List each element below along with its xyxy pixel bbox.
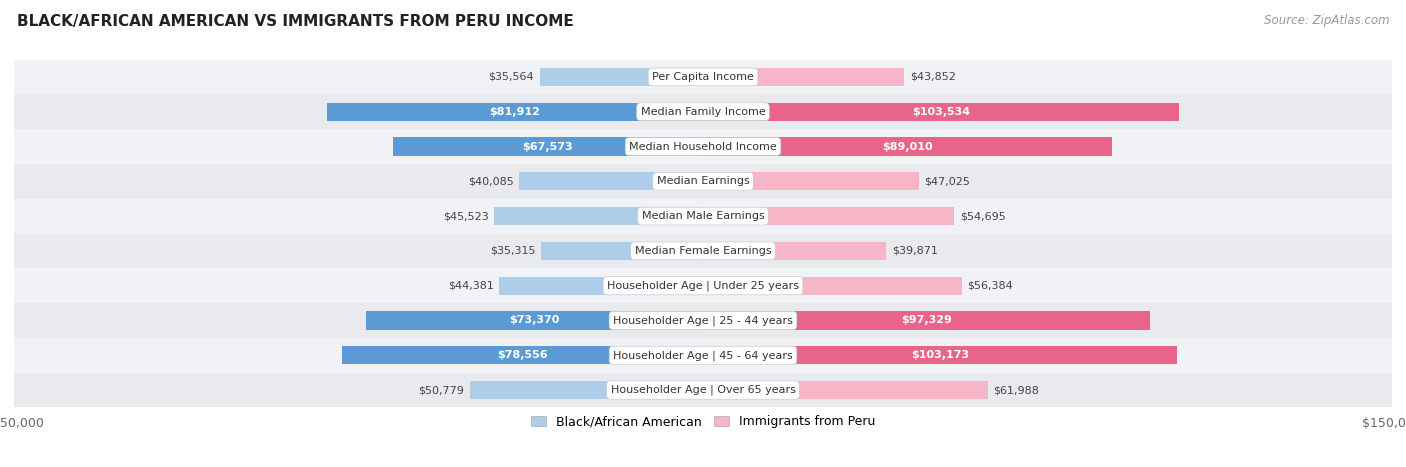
- Text: $67,573: $67,573: [523, 142, 574, 151]
- Bar: [703, 137, 1112, 156]
- Text: $40,085: $40,085: [468, 177, 513, 186]
- Text: Householder Age | Under 25 years: Householder Age | Under 25 years: [607, 281, 799, 291]
- Text: Median Family Income: Median Family Income: [641, 107, 765, 117]
- Text: BLACK/AFRICAN AMERICAN VS IMMIGRANTS FROM PERU INCOME: BLACK/AFRICAN AMERICAN VS IMMIGRANTS FRO…: [17, 14, 574, 29]
- Text: $81,912: $81,912: [489, 107, 540, 117]
- Text: $50,779: $50,779: [419, 385, 464, 395]
- Bar: [703, 207, 955, 225]
- Bar: [14, 59, 1392, 94]
- Text: $45,523: $45,523: [443, 211, 488, 221]
- Bar: [494, 207, 703, 225]
- Bar: [703, 68, 904, 86]
- Text: $35,564: $35,564: [488, 72, 534, 82]
- Text: $61,988: $61,988: [993, 385, 1039, 395]
- Text: Median Earnings: Median Earnings: [657, 177, 749, 186]
- Text: Median Household Income: Median Household Income: [628, 142, 778, 151]
- Text: $39,871: $39,871: [891, 246, 938, 256]
- Bar: [703, 346, 1177, 364]
- Text: Per Capita Income: Per Capita Income: [652, 72, 754, 82]
- Text: Source: ZipAtlas.com: Source: ZipAtlas.com: [1264, 14, 1389, 27]
- Text: $35,315: $35,315: [489, 246, 536, 256]
- Bar: [14, 269, 1392, 303]
- Bar: [366, 311, 703, 330]
- Bar: [14, 129, 1392, 164]
- Bar: [342, 346, 703, 364]
- Text: $73,370: $73,370: [509, 316, 560, 325]
- Text: $97,329: $97,329: [901, 316, 952, 325]
- Bar: [14, 373, 1392, 408]
- Text: $44,381: $44,381: [447, 281, 494, 290]
- Text: Householder Age | Over 65 years: Householder Age | Over 65 years: [610, 385, 796, 396]
- Bar: [14, 94, 1392, 129]
- Bar: [392, 137, 703, 156]
- Bar: [703, 276, 962, 295]
- Bar: [14, 198, 1392, 234]
- Bar: [703, 172, 920, 191]
- Bar: [326, 103, 703, 121]
- Bar: [703, 311, 1150, 330]
- Bar: [470, 381, 703, 399]
- Bar: [14, 234, 1392, 269]
- Bar: [541, 242, 703, 260]
- Text: Householder Age | 45 - 64 years: Householder Age | 45 - 64 years: [613, 350, 793, 361]
- Legend: Black/African American, Immigrants from Peru: Black/African American, Immigrants from …: [526, 410, 880, 433]
- Text: $54,695: $54,695: [960, 211, 1005, 221]
- Text: Median Male Earnings: Median Male Earnings: [641, 211, 765, 221]
- Bar: [14, 303, 1392, 338]
- Text: $89,010: $89,010: [882, 142, 932, 151]
- Text: $78,556: $78,556: [498, 350, 548, 360]
- Text: $103,534: $103,534: [911, 107, 970, 117]
- Bar: [14, 338, 1392, 373]
- Bar: [519, 172, 703, 191]
- Bar: [499, 276, 703, 295]
- Text: $43,852: $43,852: [910, 72, 956, 82]
- Text: Median Female Earnings: Median Female Earnings: [634, 246, 772, 256]
- Text: $47,025: $47,025: [925, 177, 970, 186]
- Bar: [703, 381, 987, 399]
- Bar: [540, 68, 703, 86]
- Text: $103,173: $103,173: [911, 350, 969, 360]
- Bar: [703, 103, 1178, 121]
- Text: $56,384: $56,384: [967, 281, 1014, 290]
- Text: Householder Age | 25 - 44 years: Householder Age | 25 - 44 years: [613, 315, 793, 326]
- Bar: [14, 164, 1392, 198]
- Bar: [703, 242, 886, 260]
